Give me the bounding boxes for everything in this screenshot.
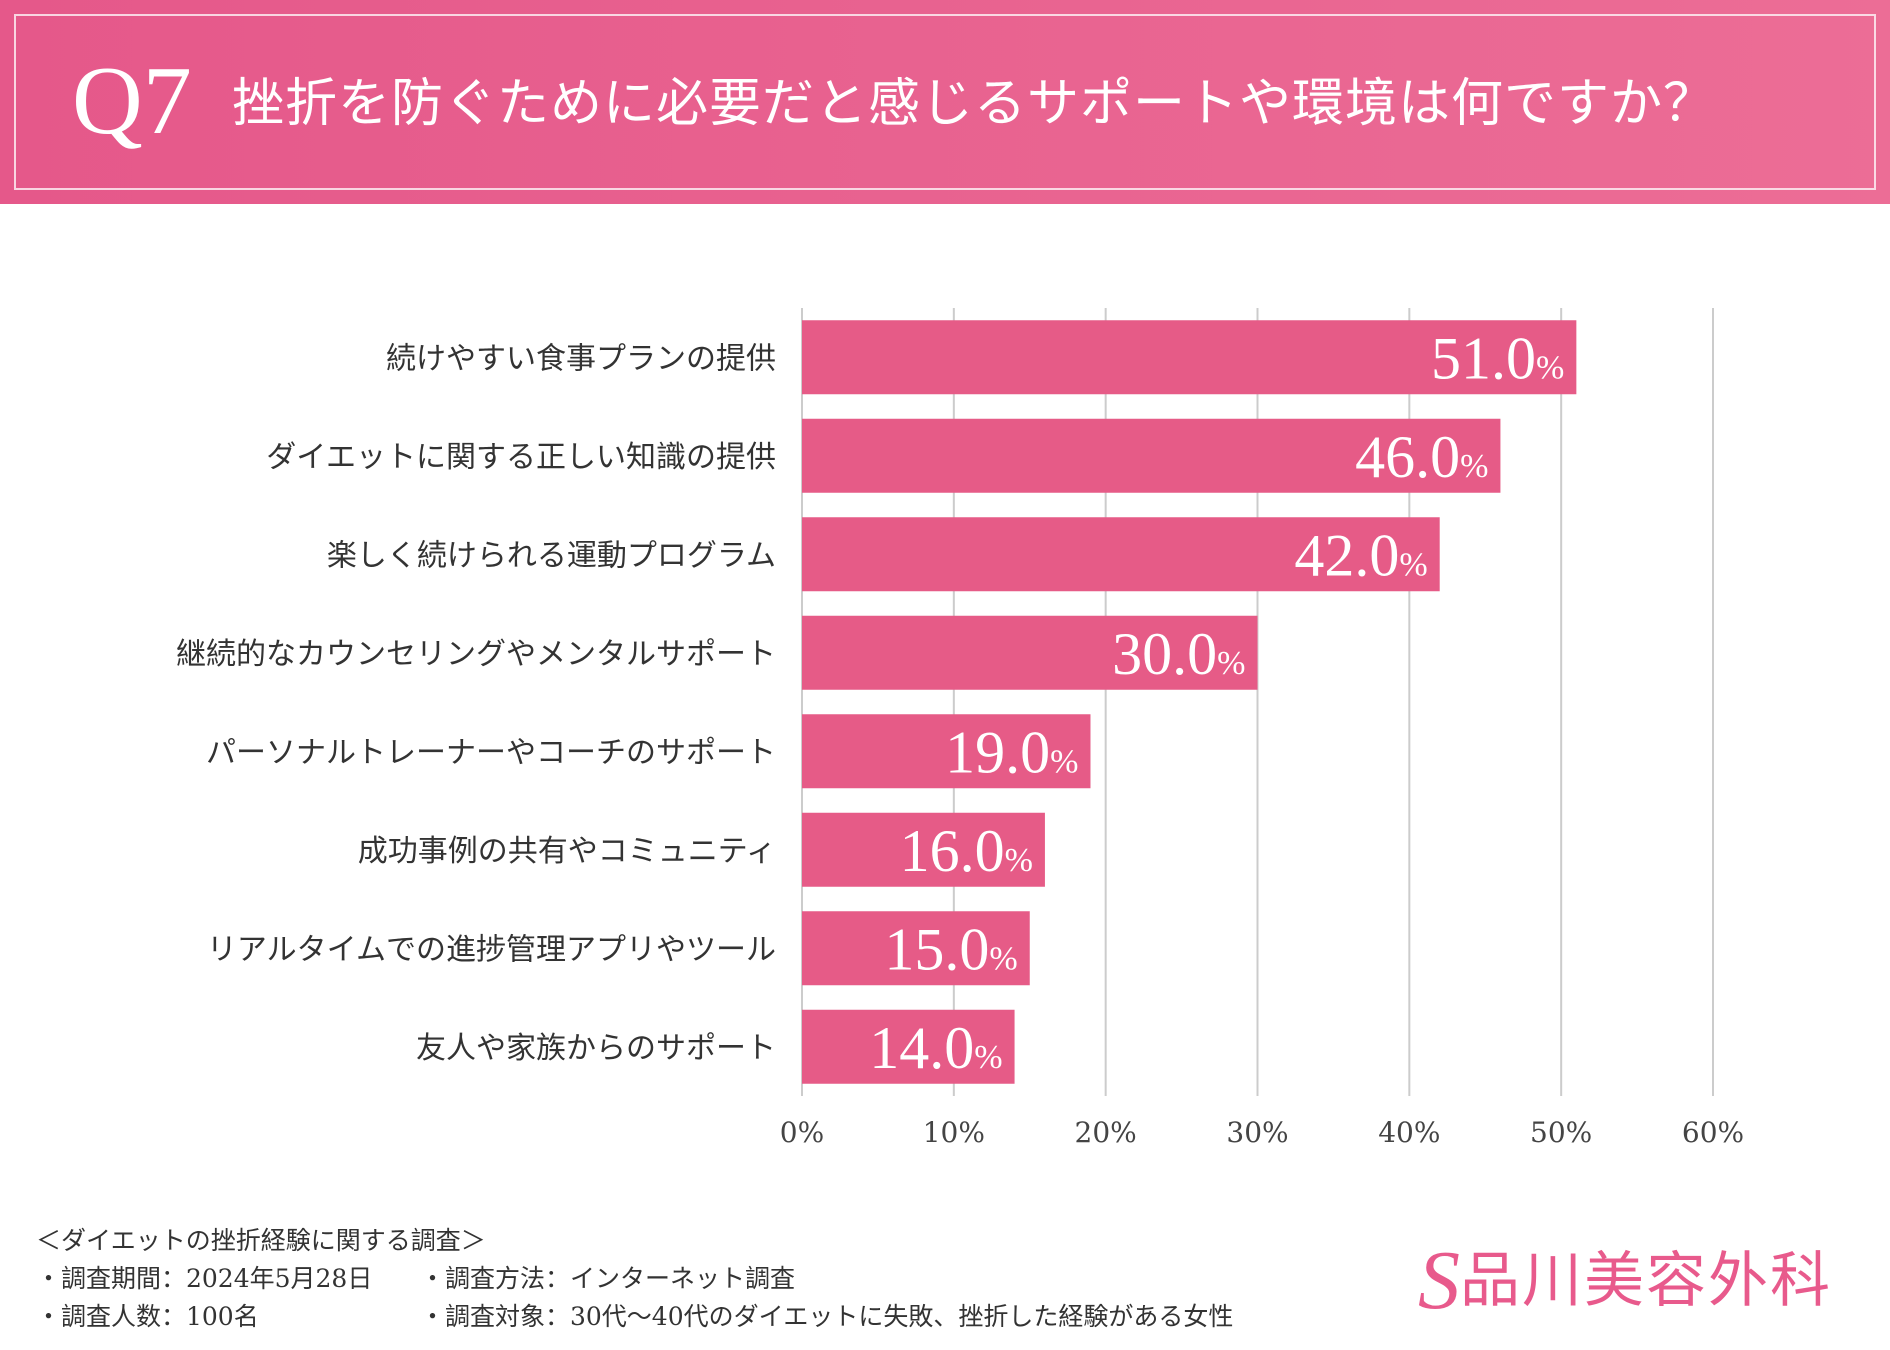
bar xyxy=(802,418,1501,493)
bar xyxy=(802,320,1577,395)
value-label: 42.0% xyxy=(1294,522,1427,588)
bar xyxy=(802,812,1045,887)
value-label: 30.0% xyxy=(1112,621,1245,687)
value-number: 30.0 xyxy=(1112,621,1217,687)
x-tick-label: 40% xyxy=(1378,1116,1440,1149)
survey-row-2: ・調査人数：100名 ・調査対象：30代〜40代のダイエットに失敗、挫折した経験… xyxy=(36,1298,1233,1336)
header-banner: Q7 挫折を防ぐために必要だと感じるサポートや環境は何ですか？ xyxy=(0,0,1890,204)
survey-period: ・調査期間：2024年5月28日 xyxy=(36,1264,373,1293)
survey-count: ・調査人数：100名 xyxy=(36,1302,259,1331)
category-label: ダイエットに関する正しい知識の提供 xyxy=(266,440,776,475)
question-number: Q7 xyxy=(72,47,192,155)
value-number: 46.0 xyxy=(1355,424,1460,490)
value-number: 14.0 xyxy=(869,1015,974,1081)
bar xyxy=(802,1009,1015,1084)
survey-title: ＜ダイエットの挫折経験に関する調査＞ xyxy=(36,1226,486,1255)
category-label: 楽しく続けられる運動プログラム xyxy=(327,538,776,573)
x-tick-label: 30% xyxy=(1226,1116,1288,1149)
value-number: 19.0 xyxy=(945,719,1050,785)
value-percent: % xyxy=(974,1039,1002,1076)
value-percent: % xyxy=(1217,645,1245,682)
x-tick-label: 10% xyxy=(923,1116,985,1149)
header-frame xyxy=(14,14,1876,190)
bar xyxy=(802,714,1091,789)
survey-footer: ＜ダイエットの挫折経験に関する調査＞ ・調査期間：2024年5月28日 ・調査方… xyxy=(36,1222,1233,1336)
category-label: 成功事例の共有やコミュニティ xyxy=(358,834,776,869)
category-label: パーソナルトレーナーやコーチのサポート xyxy=(206,735,776,770)
brand-logo: S 品川美容外科 xyxy=(1418,1236,1832,1326)
value-percent: % xyxy=(1536,349,1564,386)
value-label: 19.0% xyxy=(945,719,1078,785)
x-tick-label: 50% xyxy=(1530,1116,1592,1149)
survey-row-1: ・調査期間：2024年5月28日 ・調査方法：インターネット調査 xyxy=(36,1260,795,1298)
question-title: 挫折を防ぐために必要だと感じるサポートや環境は何ですか？ xyxy=(232,74,1717,134)
bar xyxy=(802,911,1030,986)
value-percent: % xyxy=(1050,743,1078,780)
bar xyxy=(802,615,1258,690)
value-number: 15.0 xyxy=(884,916,989,982)
value-percent: % xyxy=(1399,546,1427,583)
category-label: 友人や家族からのサポート xyxy=(416,1031,776,1066)
value-number: 16.0 xyxy=(900,818,1005,884)
logo-mark: S xyxy=(1418,1234,1460,1327)
x-tick-label: 60% xyxy=(1682,1116,1744,1149)
value-label: 14.0% xyxy=(869,1015,1002,1081)
survey-target: ・調査対象：30代〜40代のダイエットに失敗、挫折した経験がある女性 xyxy=(420,1302,1234,1331)
value-percent: % xyxy=(1005,842,1033,879)
bar xyxy=(802,517,1440,592)
category-label: リアルタイムでの進捗管理アプリやツール xyxy=(207,932,776,967)
x-tick-label: 0% xyxy=(780,1116,824,1149)
x-tick-label: 20% xyxy=(1075,1116,1137,1149)
bar-chart: 0% 10% 20% 30% 40% 50% 60% 続けやすい食事プランの提供 51.0% ダイ… xyxy=(176,308,1744,1149)
value-label: 15.0% xyxy=(884,916,1017,982)
value-number: 51.0 xyxy=(1431,325,1536,391)
value-number: 42.0 xyxy=(1294,522,1399,588)
logo-text: 品川美容外科 xyxy=(1460,1246,1832,1316)
category-label: 続けやすい食事プランの提供 xyxy=(386,341,776,376)
survey-method: ・調査方法：インターネット調査 xyxy=(420,1264,796,1293)
value-percent: % xyxy=(989,940,1017,977)
value-label: 46.0% xyxy=(1355,424,1488,490)
value-label: 16.0% xyxy=(900,818,1033,884)
value-label: 51.0% xyxy=(1431,325,1564,391)
value-percent: % xyxy=(1460,448,1488,485)
category-label: 継続的なカウンセリングやメンタルサポート xyxy=(176,637,776,672)
